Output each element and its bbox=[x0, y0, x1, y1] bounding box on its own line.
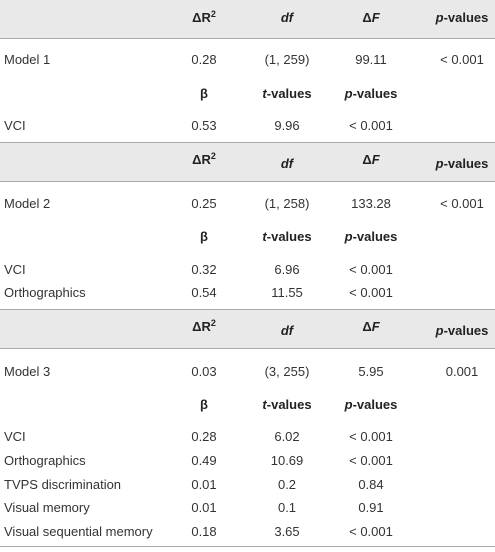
model-header-band bbox=[0, 310, 495, 348]
predictor-name: Orthographics bbox=[4, 285, 86, 300]
model-name: Model 2 bbox=[4, 196, 51, 211]
model-separator bbox=[0, 142, 495, 143]
predictor-name: VCI bbox=[4, 429, 26, 444]
predictor-name: VCI bbox=[4, 262, 26, 277]
header-rule bbox=[0, 181, 495, 182]
model-header-band bbox=[0, 0, 495, 38]
predictor-name: Visual sequential memory bbox=[4, 524, 153, 539]
predictor-name: VCI bbox=[4, 118, 26, 133]
model-name: Model 1 bbox=[4, 52, 51, 67]
header-rule bbox=[0, 38, 495, 39]
predictor-name: Visual memory bbox=[4, 500, 90, 515]
predictor-name: TVPS discrimination bbox=[4, 477, 122, 492]
header-rule bbox=[0, 348, 495, 349]
model-separator bbox=[0, 309, 495, 310]
model-header-band bbox=[0, 143, 495, 181]
table-bottom-rule bbox=[0, 546, 495, 547]
predictor-name: Orthographics bbox=[4, 453, 86, 468]
model-name: Model 3 bbox=[4, 364, 51, 379]
